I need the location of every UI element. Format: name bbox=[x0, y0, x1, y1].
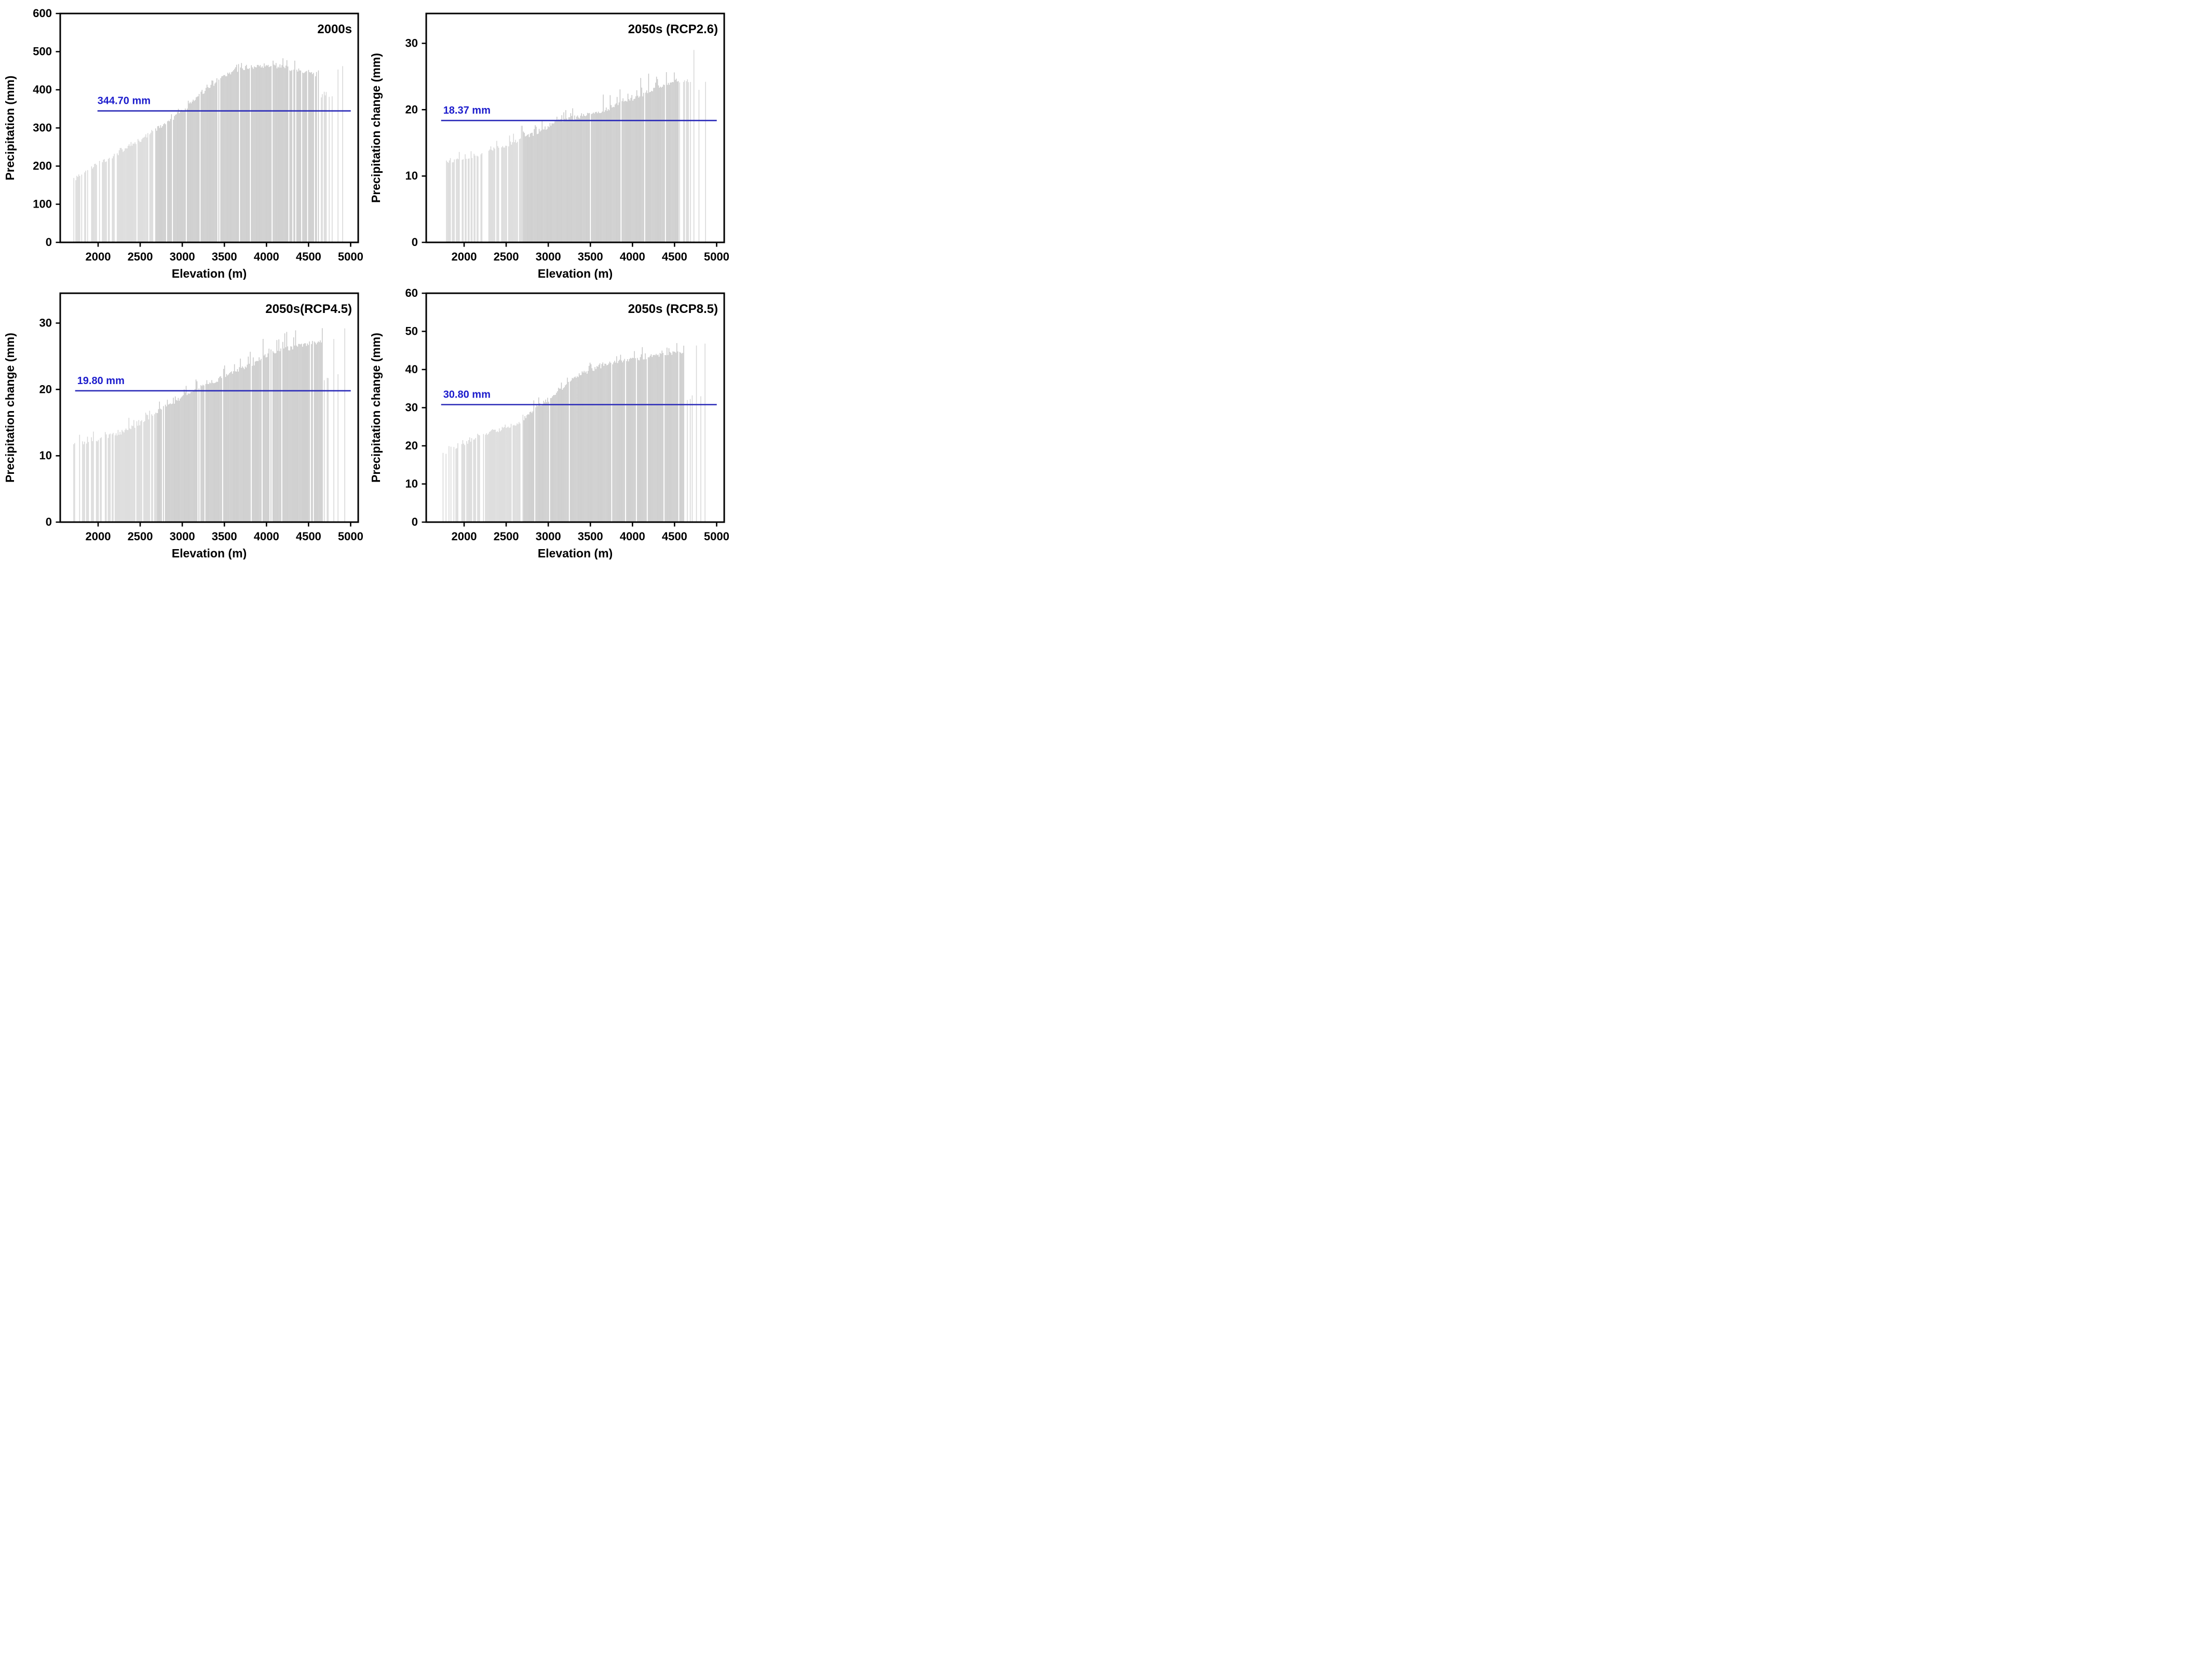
panel-title: 2050s(RCP4.5) bbox=[265, 302, 352, 316]
x-tick-label: 2000 bbox=[451, 530, 477, 543]
chart-panel-bottom-left: 19.80 mm 2000 2500 3000 3500 4000 4500 5000 0 10 2… bbox=[0, 280, 366, 560]
y-tick-label: 30 bbox=[405, 401, 418, 414]
x-axis-title: Elevation (m) bbox=[538, 547, 613, 559]
x-tick-label: 2500 bbox=[128, 250, 153, 263]
y-tick-label: 400 bbox=[33, 83, 52, 96]
y-tick-label: 500 bbox=[33, 45, 52, 58]
y-tick-label: 50 bbox=[405, 325, 418, 338]
x-axis-title: Elevation (m) bbox=[172, 267, 247, 280]
chart-svg-top-right: 18.37 mm 2000 2500 3000 3500 4000 4500 5000 0 10 2… bbox=[369, 12, 729, 280]
chart-svg-top-left: 344.70 mm 2000 2500 3000 3500 4000 4500 5000 0 10… bbox=[3, 7, 363, 280]
y-tick-label: 10 bbox=[39, 449, 52, 462]
y-tick-label: 0 bbox=[46, 515, 52, 528]
x-tick-label: 4500 bbox=[662, 530, 687, 543]
x-tick-label: 4000 bbox=[620, 250, 645, 263]
y-tick-label: 30 bbox=[39, 317, 52, 330]
x-tick-label: 5000 bbox=[704, 530, 729, 543]
mean-line-label: 344.70 mm bbox=[98, 95, 151, 107]
chart-panel-top-left: 344.70 mm 2000 2500 3000 3500 4000 4500 5000 0 10… bbox=[0, 0, 366, 280]
y-tick-label: 60 bbox=[405, 286, 418, 299]
x-tick-label: 5000 bbox=[338, 250, 363, 263]
chart-panel-top-right: 18.37 mm 2000 2500 3000 3500 4000 4500 5000 0 10 2… bbox=[366, 0, 732, 280]
bars-dense bbox=[523, 343, 684, 522]
x-tick-label: 5000 bbox=[704, 250, 729, 263]
bars-sparse bbox=[446, 50, 706, 242]
x-tick-label: 2000 bbox=[85, 250, 111, 263]
x-tick-label: 3500 bbox=[578, 530, 603, 543]
bars-dense bbox=[155, 58, 319, 242]
x-tick-label: 4000 bbox=[620, 530, 645, 543]
y-axis-title: Precipitation change (mm) bbox=[3, 333, 17, 483]
bars-sparse bbox=[73, 66, 343, 242]
x-axis-title: Elevation (m) bbox=[538, 267, 613, 280]
x-tick-label: 5000 bbox=[338, 530, 363, 543]
y-axis-title: Precipitation (mm) bbox=[3, 76, 17, 181]
y-tick-label: 10 bbox=[405, 477, 418, 490]
axis-ticks bbox=[422, 292, 717, 527]
x-tick-label: 2500 bbox=[494, 250, 519, 263]
y-tick-label: 20 bbox=[405, 103, 418, 116]
x-tick-label: 3000 bbox=[536, 530, 561, 543]
y-tick-label: 20 bbox=[405, 439, 418, 452]
axis-ticks bbox=[56, 322, 351, 527]
y-tick-label: 100 bbox=[33, 198, 52, 211]
y-axis-title: Precipitation change (mm) bbox=[369, 333, 383, 483]
x-tick-label: 4500 bbox=[662, 250, 687, 263]
panel-title: 2000s bbox=[317, 22, 352, 36]
plot-frame bbox=[425, 12, 725, 243]
x-tick-label: 3000 bbox=[170, 530, 195, 543]
mean-line-label: 30.80 mm bbox=[443, 389, 491, 401]
y-tick-label: 0 bbox=[412, 515, 418, 528]
x-tick-label: 3500 bbox=[578, 250, 603, 263]
chart-svg-bottom-left: 19.80 mm 2000 2500 3000 3500 4000 4500 5000 0 10 2… bbox=[3, 292, 363, 559]
x-tick-label: 3000 bbox=[170, 250, 195, 263]
y-tick-label: 200 bbox=[33, 159, 52, 172]
panel-title: 2050s (RCP2.6) bbox=[628, 22, 718, 36]
bars-sparse bbox=[442, 344, 706, 522]
figure-grid: 344.70 mm 2000 2500 3000 3500 4000 4500 5000 0 10… bbox=[0, 0, 732, 560]
x-tick-label: 3500 bbox=[212, 250, 237, 263]
y-tick-label: 0 bbox=[412, 236, 418, 249]
y-tick-label: 40 bbox=[405, 363, 418, 376]
x-tick-label: 2000 bbox=[451, 250, 477, 263]
plot-frame bbox=[425, 292, 725, 523]
x-tick-label: 4500 bbox=[296, 250, 321, 263]
x-tick-label: 4000 bbox=[254, 530, 279, 543]
chart-svg-bottom-right: 30.80 mm 2000 2500 3000 3500 4000 4500 5000 0 10 2… bbox=[369, 286, 729, 559]
x-tick-label: 4500 bbox=[296, 530, 321, 543]
y-tick-label: 600 bbox=[33, 7, 52, 20]
plot-frame bbox=[59, 12, 359, 243]
x-tick-label: 2500 bbox=[128, 530, 153, 543]
bars-sparse bbox=[73, 328, 345, 522]
x-axis-title: Elevation (m) bbox=[172, 547, 247, 559]
axis-ticks bbox=[422, 43, 717, 247]
plot-frame bbox=[59, 292, 359, 523]
y-tick-label: 10 bbox=[405, 169, 418, 182]
bars-dense bbox=[523, 72, 679, 242]
axis-ticks bbox=[56, 12, 351, 247]
mean-line-label: 18.37 mm bbox=[443, 105, 491, 116]
x-tick-label: 3000 bbox=[536, 250, 561, 263]
y-tick-label: 0 bbox=[46, 236, 52, 249]
chart-panel-bottom-right: 30.80 mm 2000 2500 3000 3500 4000 4500 5000 0 10 2… bbox=[366, 280, 732, 560]
y-tick-label: 300 bbox=[33, 121, 52, 134]
x-tick-label: 2000 bbox=[85, 530, 111, 543]
x-tick-label: 4000 bbox=[254, 250, 279, 263]
x-tick-label: 3500 bbox=[212, 530, 237, 543]
x-tick-label: 2500 bbox=[494, 530, 519, 543]
y-axis-title: Precipitation change (mm) bbox=[369, 53, 383, 203]
y-tick-label: 30 bbox=[405, 37, 418, 50]
mean-line-label: 19.80 mm bbox=[77, 375, 125, 387]
bars-dense bbox=[157, 328, 323, 522]
y-tick-label: 20 bbox=[39, 383, 52, 395]
panel-title: 2050s (RCP8.5) bbox=[628, 302, 718, 316]
